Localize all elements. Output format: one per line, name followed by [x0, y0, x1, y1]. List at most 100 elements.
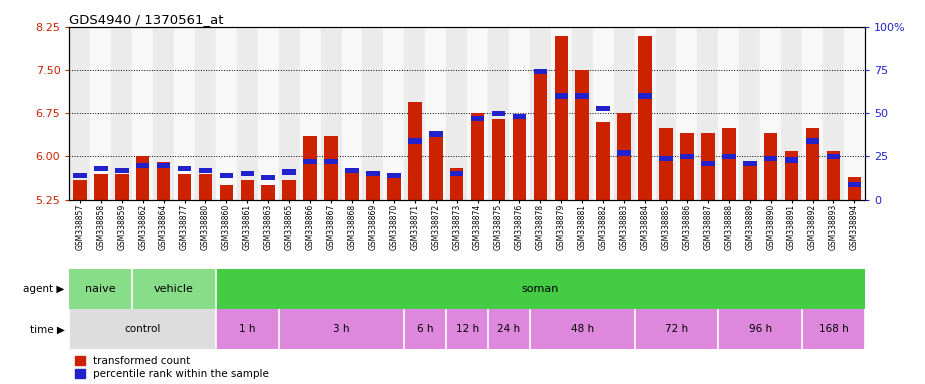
Bar [802, 309, 865, 349]
Bar [178, 166, 191, 171]
Bar [404, 309, 446, 349]
Bar [554, 93, 568, 99]
Bar [471, 116, 485, 121]
Bar [572, 27, 593, 200]
Bar [69, 269, 132, 309]
Bar [240, 180, 254, 200]
Bar [345, 168, 359, 173]
Bar [387, 173, 401, 178]
Bar [784, 151, 798, 200]
Bar [446, 309, 488, 349]
Bar [760, 27, 781, 200]
Bar [132, 269, 216, 309]
Text: 1 h: 1 h [239, 324, 255, 334]
Bar [73, 180, 87, 200]
Bar [321, 27, 341, 200]
Bar [638, 93, 652, 99]
Bar [701, 134, 715, 200]
Bar [597, 122, 610, 200]
Text: control: control [125, 324, 161, 334]
Bar [656, 27, 676, 200]
Bar [216, 27, 237, 200]
Bar [551, 27, 572, 200]
Text: 6 h: 6 h [417, 324, 434, 334]
Text: 168 h: 168 h [819, 324, 848, 334]
Bar [471, 113, 485, 200]
Bar [806, 138, 820, 144]
Bar [847, 177, 861, 200]
Bar [488, 27, 509, 200]
Text: vehicle: vehicle [154, 284, 194, 294]
Bar [366, 174, 380, 200]
Text: 48 h: 48 h [571, 324, 594, 334]
Text: 3 h: 3 h [333, 324, 350, 334]
Bar [534, 70, 548, 200]
Bar [240, 171, 254, 176]
Bar [387, 177, 401, 200]
Bar [488, 309, 530, 349]
Text: GDS4940 / 1370561_at: GDS4940 / 1370561_at [69, 13, 224, 26]
Bar [680, 134, 694, 200]
Bar [199, 174, 212, 200]
Bar [446, 27, 467, 200]
Bar [111, 27, 132, 200]
Bar [429, 131, 442, 137]
Bar [450, 171, 463, 176]
Bar [554, 36, 568, 200]
Bar [509, 27, 530, 200]
Bar [325, 136, 338, 200]
Bar [136, 162, 150, 168]
Bar [383, 27, 404, 200]
Bar [303, 159, 317, 164]
Bar [492, 119, 505, 200]
Bar [676, 27, 697, 200]
Bar [492, 111, 505, 116]
Bar [429, 134, 442, 200]
Bar [115, 174, 129, 200]
Bar [530, 27, 551, 200]
Bar [617, 113, 631, 200]
Bar [719, 309, 802, 349]
Bar [199, 168, 212, 173]
Bar [827, 151, 840, 200]
Bar [739, 27, 760, 200]
Bar [219, 185, 233, 200]
Bar [764, 134, 778, 200]
Bar [69, 309, 216, 349]
Bar [701, 161, 715, 166]
Bar [426, 27, 446, 200]
Bar [156, 162, 170, 168]
Bar [575, 70, 589, 200]
Bar [156, 162, 170, 200]
Bar [617, 151, 631, 156]
Bar [597, 106, 610, 111]
Bar [743, 161, 757, 166]
Bar [764, 156, 778, 161]
Bar [575, 93, 589, 99]
Bar [593, 27, 613, 200]
Bar [300, 27, 321, 200]
Bar [278, 309, 404, 349]
Bar [262, 175, 275, 180]
Bar [219, 173, 233, 178]
Bar [94, 166, 107, 171]
Bar [467, 27, 488, 200]
Bar [216, 309, 278, 349]
Bar [512, 114, 526, 119]
Bar [115, 168, 129, 173]
Bar [635, 27, 656, 200]
Bar [823, 27, 844, 200]
Bar [408, 138, 422, 144]
Bar [282, 180, 296, 200]
Bar [262, 185, 275, 200]
Bar [303, 136, 317, 200]
Bar [722, 127, 735, 200]
Legend: transformed count, percentile rank within the sample: transformed count, percentile rank withi… [75, 356, 269, 379]
Bar [635, 309, 719, 349]
Bar [73, 173, 87, 178]
Bar [216, 269, 865, 309]
Bar [512, 116, 526, 200]
Text: 12 h: 12 h [455, 324, 479, 334]
Text: time ▶: time ▶ [30, 324, 65, 334]
Bar [341, 27, 363, 200]
